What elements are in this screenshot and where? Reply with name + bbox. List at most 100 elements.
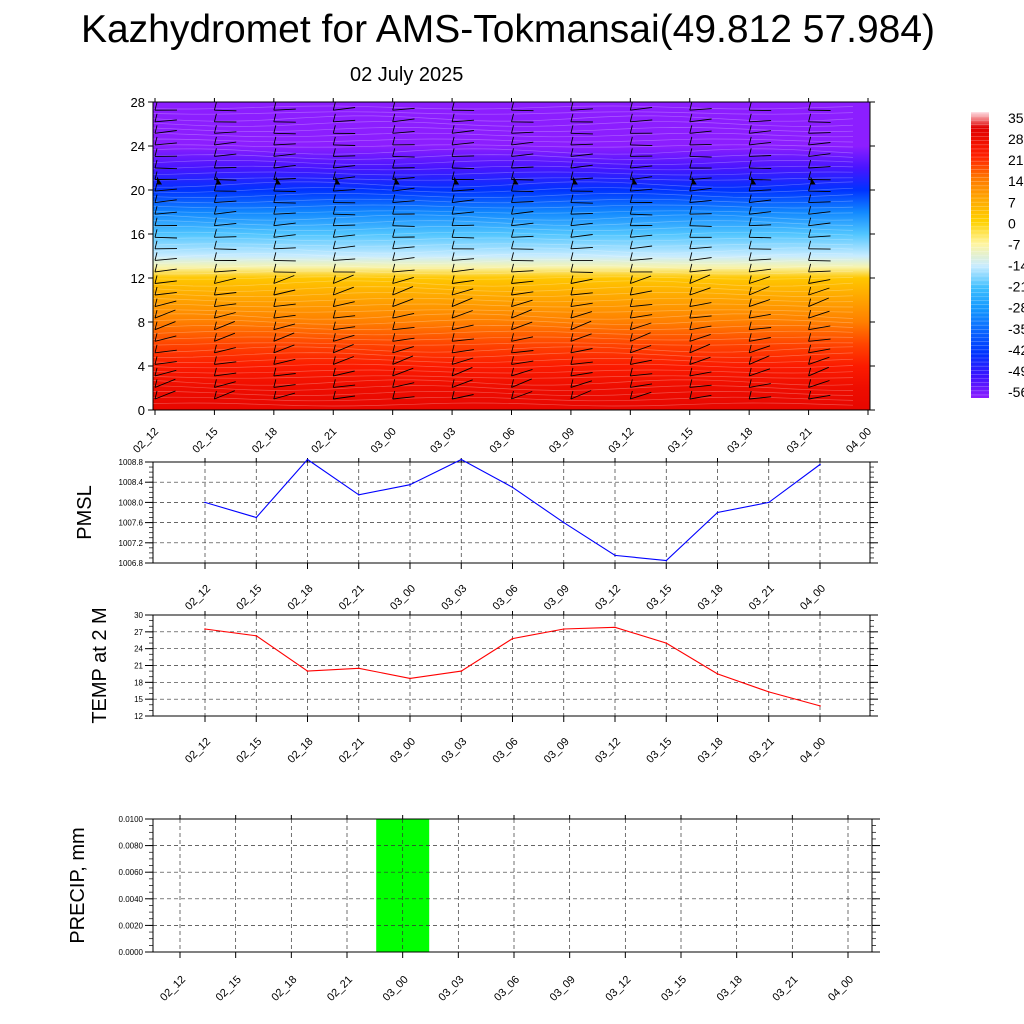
- wind-barb-flag: [511, 229, 514, 238]
- wind-barb-flag: [511, 182, 514, 192]
- temperature-contour: [152, 247, 854, 254]
- wind-pennant: [751, 176, 757, 185]
- wind-barb-flag: [689, 356, 693, 365]
- wind-barb-flag: [332, 286, 336, 296]
- wind-barb-flag: [154, 298, 158, 307]
- wind-barb: [154, 268, 177, 273]
- wind-barb-flag: [511, 148, 514, 157]
- wind-barb-flag: [808, 390, 812, 400]
- temp-2m-point: [409, 677, 411, 680]
- wind-barb-flag: [273, 229, 277, 238]
- colorbar-label: 28: [1008, 131, 1024, 147]
- wind-barb-flag: [392, 113, 396, 122]
- wind-barb: [452, 199, 474, 204]
- x-tick-label: 04_00: [826, 974, 856, 1004]
- wind-barb: [333, 155, 356, 157]
- temperature-contour: [152, 171, 854, 176]
- wind-barb: [214, 381, 236, 388]
- wind-barb-flag: [451, 286, 455, 296]
- wind-barb: [808, 394, 831, 400]
- wind-barb: [154, 211, 177, 215]
- wind-barb: [451, 288, 474, 296]
- wind-barb-flag: [570, 390, 574, 400]
- wind-barb: [333, 286, 354, 296]
- wind-barb: [273, 373, 296, 377]
- wind-barb: [630, 258, 653, 261]
- wind-barb: [214, 303, 237, 308]
- wind-barb: [570, 164, 593, 169]
- wind-barb: [570, 302, 593, 308]
- wind-barb-flag: [689, 229, 693, 238]
- wind-barb: [333, 189, 356, 192]
- wind-barb: [333, 343, 354, 354]
- wind-barb-flag: [392, 344, 396, 353]
- wind-barb: [570, 320, 592, 331]
- wind-barb-flag: [748, 379, 752, 388]
- wind-barb-flag: [213, 206, 217, 215]
- x-tick-label: 02_15: [214, 974, 244, 1004]
- wind-barb-flag: [689, 390, 693, 400]
- x-tick-label: 03_21: [770, 974, 800, 1004]
- y-tick-label: 1008.4: [119, 478, 144, 487]
- colorbar-label: -7: [1008, 236, 1021, 252]
- wind-barb-flag: [629, 206, 633, 215]
- wind-barb-flag: [629, 367, 633, 377]
- wind-barb: [392, 257, 415, 261]
- wind-barb-flag: [451, 321, 455, 330]
- wind-barb-flag: [392, 275, 396, 284]
- y-tick-label: 0.0100: [119, 815, 144, 824]
- wind-barb: [452, 130, 474, 134]
- temperature-contour: [152, 276, 854, 280]
- wind-barb-flag: [570, 367, 574, 377]
- wind-barb-flag: [332, 309, 336, 319]
- wind-barb: [630, 303, 653, 308]
- wind-barb-flag: [154, 356, 158, 365]
- wind-barb-flag: [629, 217, 633, 226]
- wind-barb: [808, 380, 830, 388]
- wind-barb-flag: [273, 102, 277, 111]
- wind-barb-flag: [570, 194, 574, 203]
- temp-2m-point: [768, 691, 770, 693]
- x-tick-label: 03_03: [439, 583, 469, 613]
- wind-barb: [273, 344, 295, 354]
- wind-barb: [689, 371, 712, 377]
- wind-barb: [808, 132, 831, 134]
- wind-barb-flag: [332, 390, 336, 400]
- colorbar-label: 14: [1008, 173, 1024, 189]
- temperature-contour: [152, 369, 854, 374]
- wind-barb-flag: [511, 344, 514, 353]
- wind-barb: [154, 188, 177, 192]
- wind-barb-flag: [689, 240, 693, 249]
- x-tick-label: 03_06: [491, 583, 521, 613]
- temperature-contour: [152, 111, 854, 115]
- wind-barb-flag: [511, 309, 514, 319]
- wind-barb: [749, 189, 772, 192]
- wind-barb: [808, 279, 831, 284]
- wind-barb: [452, 224, 475, 227]
- wind-barb: [392, 382, 415, 388]
- wind-barb: [333, 165, 356, 169]
- temperature-contour: [152, 198, 854, 204]
- wind-barb-flag: [511, 217, 514, 226]
- wind-barb-flag: [570, 252, 574, 261]
- wind-barb: [273, 153, 296, 157]
- wind-barb-flag: [273, 379, 277, 388]
- wind-barb-flag: [213, 321, 217, 330]
- wind-barb: [689, 187, 712, 192]
- wind-barb-flag: [273, 240, 277, 249]
- wind-pennant: [513, 176, 519, 185]
- x-tick-label: 02_12: [158, 974, 188, 1004]
- wind-barb-flag: [273, 148, 277, 157]
- wind-barb: [333, 356, 354, 365]
- pmsl-point: [255, 516, 258, 519]
- temp-2m-point: [255, 635, 258, 637]
- x-tick-label: 03_03: [439, 736, 469, 766]
- y-tick-label: 8: [138, 315, 145, 330]
- wind-barb: [749, 236, 772, 239]
- wind-barb-flag: [392, 102, 396, 111]
- wind-barb: [214, 200, 237, 204]
- y-tick-label: 0.0060: [119, 868, 144, 877]
- wind-barb-flag: [451, 125, 455, 134]
- wind-barb-flag: [451, 182, 455, 192]
